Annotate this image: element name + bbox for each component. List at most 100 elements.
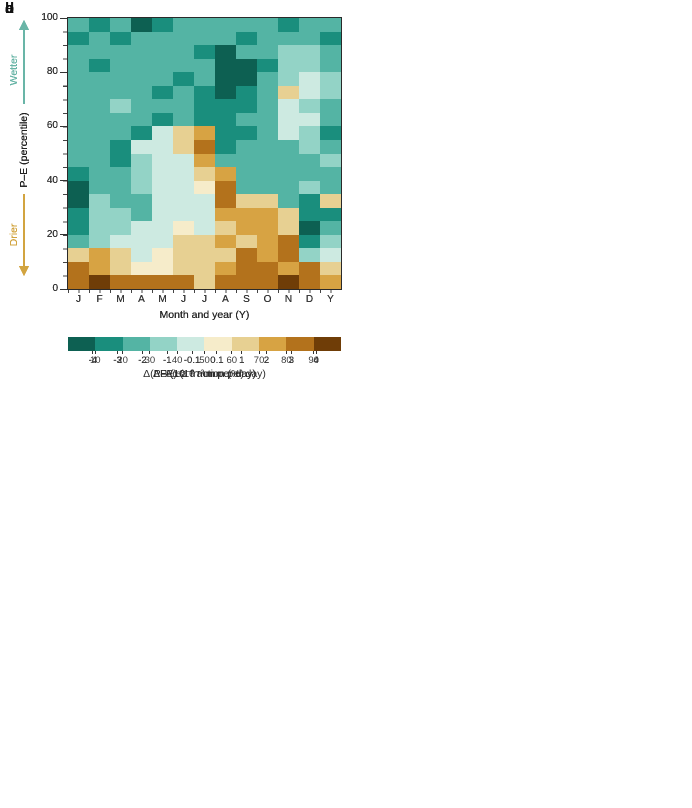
x-tick-label: J	[76, 294, 81, 305]
y-tick-label: 80	[46, 66, 58, 78]
x-tick-label: A	[138, 294, 145, 305]
heatmap-cell	[68, 58, 89, 73]
heatmap-cell	[89, 99, 110, 113]
y-tick-label: 0	[52, 283, 58, 294]
colorbar-tick-mark	[191, 351, 193, 354]
heatmap-cell	[131, 112, 152, 127]
heatmap-cell	[173, 207, 194, 222]
colorbar-tick-label: 2	[263, 355, 270, 366]
heatmap-cell	[89, 180, 110, 195]
heatmap-cell	[68, 261, 89, 276]
panel-letter: a	[5, 0, 14, 17]
heatmap-cell	[215, 72, 236, 86]
heatmap-cell	[173, 194, 194, 208]
heatmap-cell	[278, 153, 299, 168]
colorbar-tick-mark	[216, 351, 218, 354]
x-tick-label: D	[305, 294, 314, 305]
heatmap-cell	[215, 139, 236, 154]
colorbar-tick-label: -4	[88, 355, 98, 366]
heatmap-cell	[215, 31, 236, 46]
y-tick-label: 60	[46, 120, 58, 132]
heatmap-cell	[131, 18, 152, 32]
colorbar-tick-label: -2	[138, 355, 147, 366]
heatmap-cell	[173, 139, 194, 154]
heatmap-cell	[110, 72, 131, 86]
heatmap-cell	[257, 221, 278, 235]
heatmap-cell	[152, 153, 173, 168]
heatmap-cell	[320, 261, 341, 276]
colorbar-tick-label: -4	[88, 355, 98, 366]
y-tick-label: 0	[52, 283, 58, 294]
colorbar-tick-mark	[258, 351, 260, 354]
colorbar-tick-mark	[266, 351, 268, 354]
x-axis-title: Month and year (Y)	[159, 309, 250, 321]
heatmap-cell	[194, 99, 215, 113]
heatmap-cell	[131, 85, 152, 100]
heatmap-cell	[110, 153, 131, 168]
x-tick-label: J	[202, 294, 207, 305]
heatmap-cell	[68, 221, 89, 235]
heatmap-cell	[320, 85, 341, 100]
x-tick-label: O	[263, 294, 272, 305]
colorbar-title: Δ(P–E) (10⁻² mm per day)	[143, 368, 266, 380]
colorbar-title: ΔE (10⁻² mm per day)	[153, 368, 256, 380]
heatmap-cell	[236, 99, 257, 113]
x-tick-label: A	[222, 294, 229, 305]
x-tick-label: F	[96, 294, 103, 305]
heatmap-cell	[236, 261, 257, 276]
colorbar-tick-label: 2	[263, 355, 270, 366]
heatmap-cell	[278, 207, 299, 222]
heatmap-cell	[236, 167, 257, 181]
x-tick-label: O	[263, 294, 272, 305]
heatmap-cell	[215, 85, 236, 100]
colorbar-tick-label: 1	[239, 355, 245, 366]
heatmap-cell	[278, 180, 299, 195]
colorbar-tick-label: 0.1	[210, 355, 224, 366]
y-tick-label: 20	[46, 228, 58, 240]
heatmap-cell	[278, 126, 299, 140]
colorbar-title: ΔP (10⁻² mm per day)	[153, 368, 256, 380]
x-tick-label: M	[116, 294, 125, 305]
colorbar-segment	[122, 337, 150, 351]
heatmap-cell	[257, 99, 278, 113]
x-tick-label: F	[96, 294, 103, 305]
heatmap-cell	[278, 261, 299, 276]
heatmap-cell	[89, 72, 110, 86]
x-tick-label: S	[243, 294, 250, 305]
heatmap-cell	[110, 85, 131, 100]
heatmap-cell	[89, 58, 110, 73]
colorbar-tick-label: 80	[281, 355, 292, 366]
colorbar-tick-label: 4	[313, 355, 319, 366]
x-tick-label: N	[284, 294, 293, 305]
colorbar-tick-mark	[231, 351, 233, 354]
x-tick-label: S	[243, 294, 250, 305]
heatmap-cell	[236, 153, 257, 168]
heatmap-cell	[152, 194, 173, 208]
x-tick-label: M	[158, 294, 167, 305]
heatmap-cell	[152, 45, 173, 59]
colorbar-tick-label: 90	[308, 355, 319, 366]
heatmap-cell	[194, 18, 215, 32]
heatmap-cell	[152, 99, 173, 113]
heatmap-cell	[173, 153, 194, 168]
colorbar-tick-mark	[241, 351, 243, 354]
heatmap-cell	[299, 153, 320, 168]
x-tick-label: A	[222, 294, 229, 305]
heatmap-cell	[236, 18, 257, 32]
colorbar-tick-mark	[285, 351, 287, 354]
heatmap-cell	[152, 139, 173, 154]
heatmap-cell	[173, 221, 194, 235]
heatmap-cell	[320, 167, 341, 181]
y-tick-label: 80	[46, 66, 58, 78]
heatmap-cell	[194, 275, 215, 289]
heatmap-cell	[194, 167, 215, 181]
heatmap-cell	[194, 194, 215, 208]
heatmap-cell	[110, 18, 131, 32]
heatmap-cell	[215, 275, 236, 289]
heatmap-cell	[257, 126, 278, 140]
y-tick-mark	[60, 71, 67, 73]
heatmap-cell	[68, 194, 89, 208]
heatmap-cell	[278, 194, 299, 208]
heatmap-cell	[299, 234, 320, 249]
